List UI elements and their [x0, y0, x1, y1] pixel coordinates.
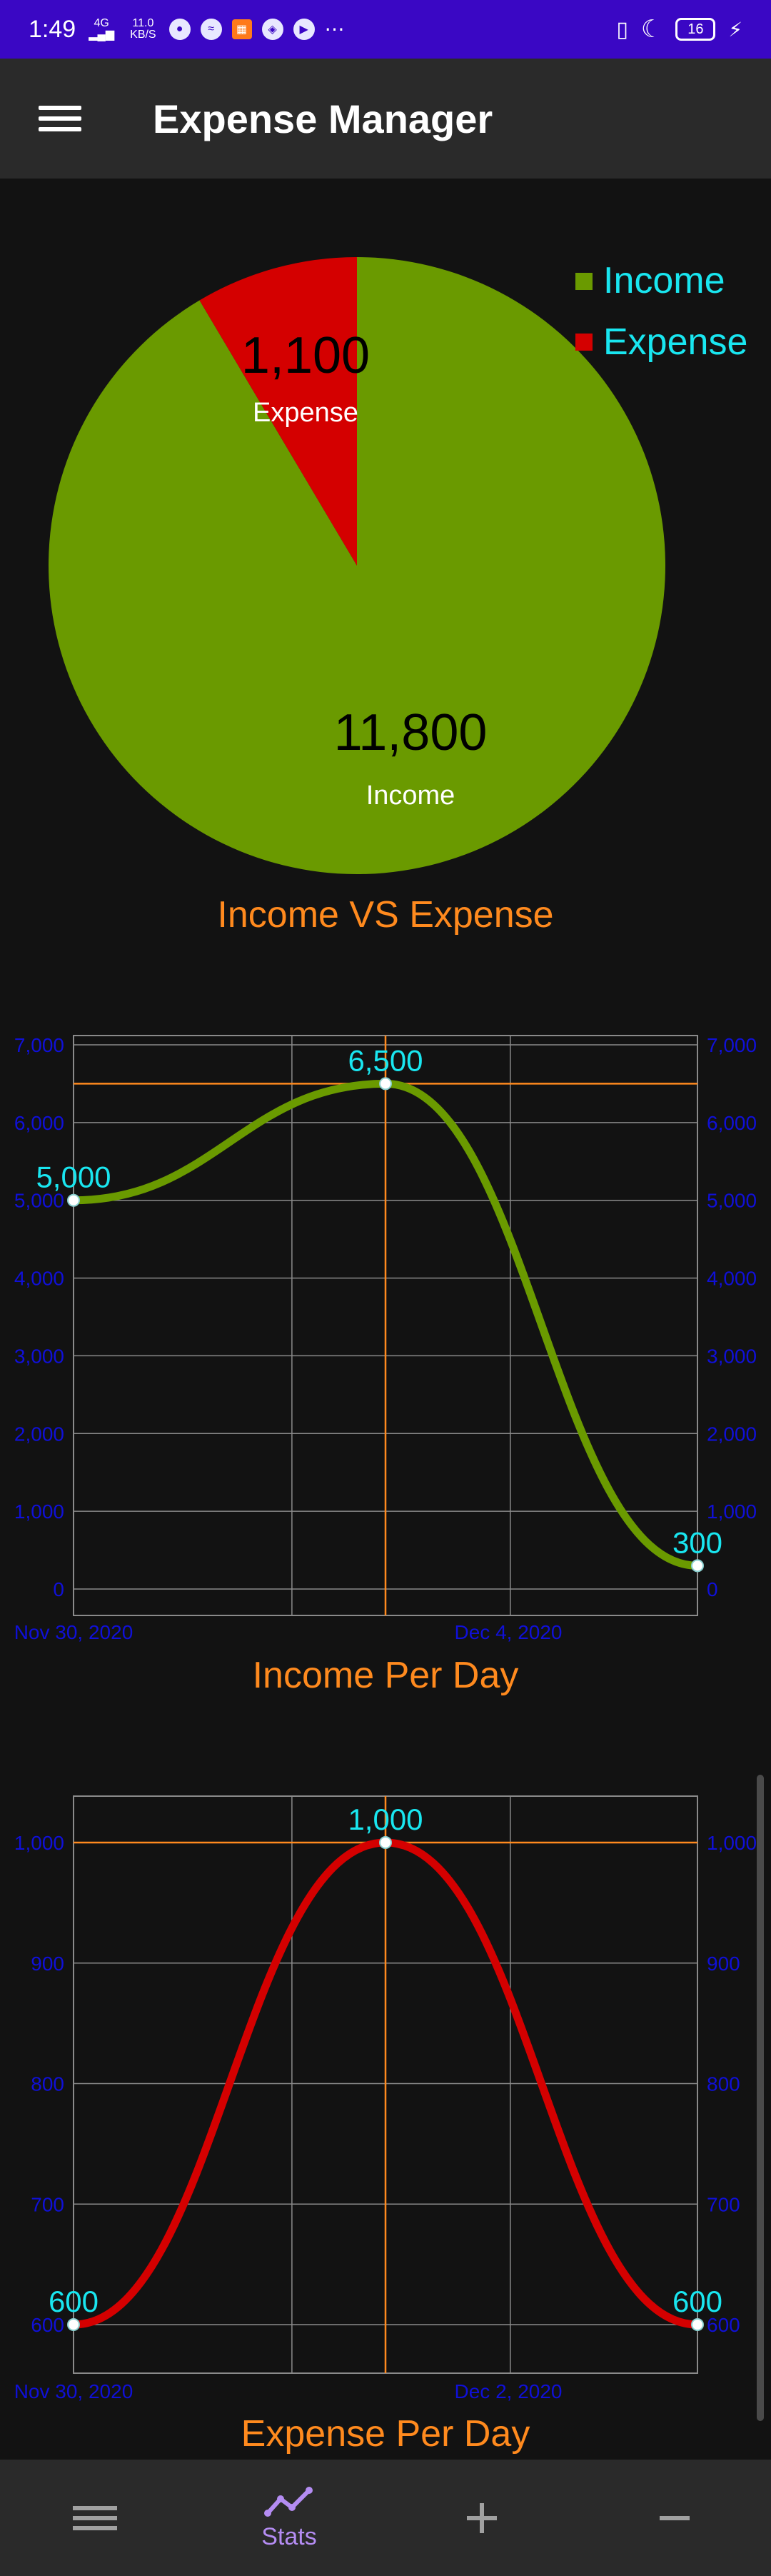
- y-tick-label-right: 800: [707, 2073, 740, 2095]
- y-tick-label-right: 6,000: [707, 1112, 757, 1134]
- plus-icon: [467, 2502, 497, 2533]
- status-time: 1:49: [29, 15, 76, 43]
- hamburger-icon[interactable]: [39, 106, 81, 131]
- y-tick-label-right: 700: [707, 2193, 740, 2215]
- status-bar: 1:49 4G ▂▄▆ 11.0 KB/S ● ≈ ▦ ◈ ▶ ⋯ ▯ ☾ 16…: [0, 0, 771, 59]
- income-series-line: [73, 1079, 698, 1570]
- net-speed-value: 11.0: [132, 17, 154, 29]
- legend-swatch-expense: [575, 334, 593, 351]
- y-tick-label-left: 6,000: [14, 1112, 64, 1134]
- pie-slice-income: [48, 257, 665, 874]
- x-tick-label-end: Dec 2, 2020: [455, 2380, 563, 2402]
- y-tick-label-right: 5,000: [707, 1190, 757, 1212]
- pie-value-label-income: 11,800: [334, 704, 488, 761]
- charging-icon: ⚡: [728, 18, 742, 41]
- app-bar: Expense Manager: [0, 59, 771, 179]
- app-icon: ▦: [231, 19, 252, 39]
- more-notifications-icon: ⋯: [324, 18, 345, 40]
- play-icon: ▶: [293, 19, 315, 40]
- y-tick-label-left: 3,000: [14, 1345, 64, 1367]
- app-icon: ◈: [261, 19, 283, 40]
- x-tick-label-start: Nov 30, 2020: [14, 1621, 133, 1643]
- minus-icon: [660, 2515, 690, 2520]
- y-tick-label-left: 0: [53, 1578, 64, 1600]
- data-label: 6,500: [348, 1043, 423, 1077]
- x-tick-label-end: Dec 4, 2020: [455, 1621, 563, 1643]
- page-title: Expense Manager: [153, 96, 493, 141]
- nav-label-stats: Stats: [261, 2523, 317, 2550]
- nav-item-stats[interactable]: Stats: [193, 2460, 386, 2576]
- data-point: [379, 1836, 392, 1849]
- x-tick-label-start: Nov 30, 2020: [14, 2380, 133, 2402]
- nav-item-subtract[interactable]: [578, 2460, 771, 2576]
- status-left: 1:49 4G ▂▄▆ 11.0 KB/S ● ≈ ▦ ◈ ▶ ⋯: [29, 16, 345, 44]
- legend-swatch-income: [575, 273, 593, 290]
- data-label: 1,000: [348, 1803, 423, 1836]
- expense-chart-title: Expense Per Day: [241, 2413, 530, 2455]
- discord-icon: ●: [168, 19, 191, 40]
- vibrate-icon: ▯: [616, 17, 628, 41]
- income-expense-pie-chart: 11,800 Income 1,100 Expense Income Expen…: [48, 257, 747, 936]
- pie-slice-expense: [199, 257, 357, 566]
- data-point: [379, 1077, 392, 1091]
- app-icon: ≈: [200, 19, 222, 40]
- nav-item-list[interactable]: [0, 2460, 193, 2576]
- y-tick-label-left: 4,000: [14, 1268, 64, 1290]
- data-point: [691, 1559, 704, 1573]
- bottom-navigation: Stats: [0, 2460, 771, 2576]
- y-tick-label-right: 900: [707, 1953, 740, 1975]
- data-label: 300: [672, 1525, 722, 1559]
- moon-icon: ☾: [640, 16, 663, 43]
- data-point: [691, 2318, 704, 2331]
- data-point: [67, 1193, 80, 1207]
- y-tick-label-left: 2,000: [14, 1423, 64, 1445]
- income-chart-title: Income Per Day: [253, 1655, 519, 1696]
- legend-entry-expense: Expense: [603, 321, 747, 363]
- y-tick-label-right: 4,000: [707, 1268, 757, 1290]
- y-tick-label-left: 600: [31, 2314, 64, 2336]
- battery-level: 16: [687, 21, 704, 37]
- y-tick-label-right: 7,000: [707, 1034, 757, 1056]
- stats-icon: [264, 2487, 313, 2517]
- battery-icon: 16: [675, 18, 716, 41]
- nav-item-add[interactable]: [386, 2460, 578, 2576]
- y-tick-label-left: 7,000: [14, 1034, 64, 1056]
- signal-icon: ▂▄▆: [89, 29, 115, 41]
- data-point: [67, 2318, 80, 2331]
- y-tick-label-left: 900: [31, 1953, 64, 1975]
- y-tick-label-left: 1,000: [14, 1832, 64, 1854]
- y-tick-label-left: 800: [31, 2073, 64, 2095]
- income-per-day-chart: 0 0 1,000 1,000 2,000 2,000 3,000 3,000 4,000 4,0…: [14, 1034, 757, 1696]
- scrollbar[interactable]: [757, 1775, 764, 2421]
- legend-entry-income: Income: [603, 260, 725, 301]
- y-tick-label-right: 2,000: [707, 1423, 757, 1445]
- y-tick-label-left: 5,000: [14, 1190, 64, 1212]
- y-tick-label-right: 600: [707, 2314, 740, 2336]
- net-speed-unit: KB/S: [130, 29, 156, 41]
- status-right: ▯ ☾ 16 ⚡: [616, 15, 742, 44]
- y-tick-label-right: 1,000: [707, 1832, 757, 1854]
- y-tick-label-left: 1,000: [14, 1500, 64, 1523]
- data-label: 600: [49, 2285, 99, 2318]
- data-label: 600: [672, 2285, 722, 2318]
- y-tick-label-right: 3,000: [707, 1345, 757, 1367]
- y-tick-label-right: 1,000: [707, 1500, 757, 1523]
- pie-value-label-expense: 1,100: [241, 327, 370, 384]
- network-indicator: 4G ▂▄▆: [89, 18, 114, 41]
- network-type: 4G: [94, 17, 109, 29]
- list-icon: [73, 2505, 117, 2530]
- y-tick-label-right: 0: [707, 1578, 718, 1600]
- pie-slice-label-income: Income: [366, 781, 455, 811]
- y-tick-label-left: 700: [31, 2193, 64, 2215]
- net-speed: 11.0 KB/S: [130, 18, 156, 41]
- pie-slice-label-expense: Expense: [253, 398, 358, 428]
- data-label: 5,000: [36, 1161, 111, 1194]
- pie-chart-title: Income VS Expense: [217, 894, 553, 936]
